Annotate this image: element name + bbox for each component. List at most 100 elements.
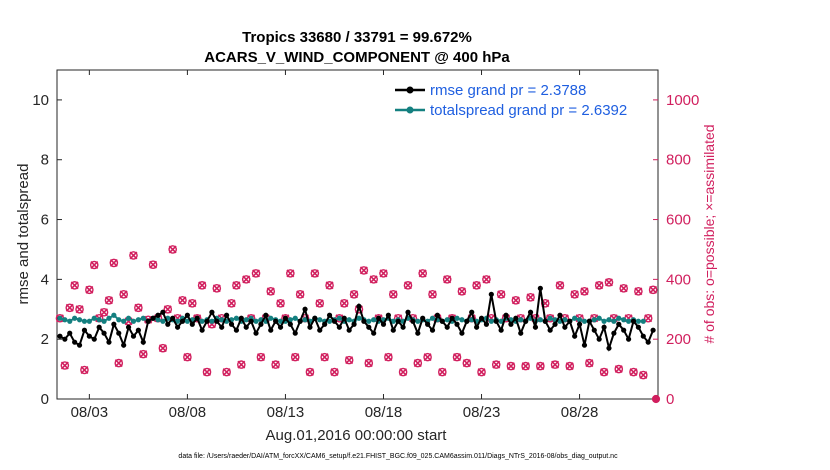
rmse-point (513, 315, 519, 321)
totalspread-point (429, 315, 436, 321)
rmse-point (542, 318, 548, 324)
obs-possible-point (648, 285, 658, 295)
obs-possible-point (286, 269, 295, 278)
obs-assimilated-point (60, 361, 69, 370)
rmse-point (135, 327, 141, 333)
obs-possible-point (305, 367, 315, 377)
rmse-point (474, 324, 480, 330)
totalspread-point (444, 317, 450, 323)
obs-possible-point (104, 295, 114, 305)
totalspread-point (111, 312, 117, 318)
obs-assimilated-point (310, 269, 319, 278)
rmse-point (361, 318, 367, 324)
obs-assimilated-point (614, 365, 623, 374)
obs-possible-point (339, 298, 349, 308)
obs-assimilated-point (453, 353, 461, 362)
obs-assimilated-point (203, 368, 211, 377)
plot-area (56, 69, 659, 400)
rmse-point (586, 318, 592, 324)
totalspread-point (611, 318, 617, 324)
obs-assimilated-point (227, 299, 236, 308)
obs-assimilated-point (320, 353, 329, 362)
rmse-point (130, 333, 137, 339)
totalspread-point (415, 318, 421, 324)
obs-possible-point (555, 281, 565, 290)
totalspread-point (601, 318, 607, 324)
obs-possible-point (344, 355, 354, 365)
obs-assimilated-point (536, 362, 545, 371)
totalspread-point (326, 318, 333, 324)
rmse-point (121, 342, 127, 348)
rmse-point (233, 327, 240, 333)
totalspread-point (86, 318, 92, 324)
obs-assimilated-point (521, 362, 530, 371)
totalspread-point (140, 315, 146, 321)
obs-assimilated-point (600, 368, 609, 377)
y-right-tick-label: 0 (666, 391, 674, 408)
obs-possible-point (634, 287, 643, 296)
obs-assimilated-point (232, 281, 241, 290)
obs-assimilated-point (399, 368, 408, 377)
legend: rmse grand pr = 2.3788 totalspread grand… (395, 82, 627, 119)
obs-possible-point (222, 367, 231, 377)
obs-possible-point (442, 275, 452, 284)
obs-possible-point (271, 360, 280, 369)
rmse-point (336, 324, 342, 330)
obs-assimilated-point (325, 281, 334, 290)
totalspread-point (547, 315, 553, 321)
obs-possible-point (506, 361, 516, 371)
totalspread-point (76, 317, 83, 323)
obs-assimilated-point (511, 296, 520, 305)
rmse-point (493, 318, 499, 324)
obs-possible-point (651, 394, 661, 404)
obs-possible-point (202, 367, 212, 377)
rmse-point (228, 321, 235, 327)
x-tick-label: 08/08 (169, 404, 207, 421)
totalspread-point (96, 317, 102, 323)
rmse-point (650, 327, 656, 333)
obs-possible-point (594, 281, 604, 290)
totalspread-point (106, 315, 112, 321)
obs-possible-point (477, 367, 486, 377)
rmse-point (635, 324, 641, 330)
obs-assimilated-point (369, 275, 378, 284)
obs-possible-point (423, 352, 432, 362)
obs-possible-point (232, 281, 241, 290)
obs-possible-point (75, 304, 84, 314)
obs-possible-point (643, 313, 653, 323)
rmse-point (576, 321, 583, 327)
obs-possible-point (178, 295, 187, 305)
rmse-point (508, 321, 514, 327)
rmse-point (297, 318, 303, 324)
obs-assimilated-point (379, 269, 388, 278)
totalspread-point (596, 315, 602, 321)
rmse-point (76, 342, 83, 348)
totalspread-point (562, 317, 568, 323)
obs-possible-point (237, 360, 246, 369)
rmse-point (385, 312, 391, 318)
obs-possible-point (403, 281, 413, 290)
obs-possible-point (148, 260, 158, 270)
rmse-point (214, 318, 220, 324)
rmse-point (91, 336, 97, 342)
totalspread-point (518, 317, 524, 323)
obs-assimilated-point (90, 261, 99, 269)
y-left-tick-label: 0 (41, 391, 49, 408)
totalspread-point (121, 318, 127, 324)
obs-possible-point (114, 358, 124, 368)
obs-assimilated-point (286, 269, 295, 278)
totalspread-point (160, 318, 166, 324)
rmse-point (253, 330, 259, 336)
rmse-point (111, 321, 117, 327)
obs-assimilated-point (276, 299, 285, 308)
rmse-point (434, 312, 441, 318)
obs-assimilated-point (291, 353, 300, 362)
rmse-point (72, 339, 78, 345)
y-right-tick-label: 800 (666, 152, 691, 169)
obs-assimilated-point (100, 308, 109, 317)
totalspread-point (91, 315, 97, 321)
obs-assimilated-point (619, 284, 628, 293)
obs-possible-point (359, 266, 369, 275)
obs-assimilated-point (649, 285, 658, 294)
obs-assimilated-point (389, 290, 398, 299)
